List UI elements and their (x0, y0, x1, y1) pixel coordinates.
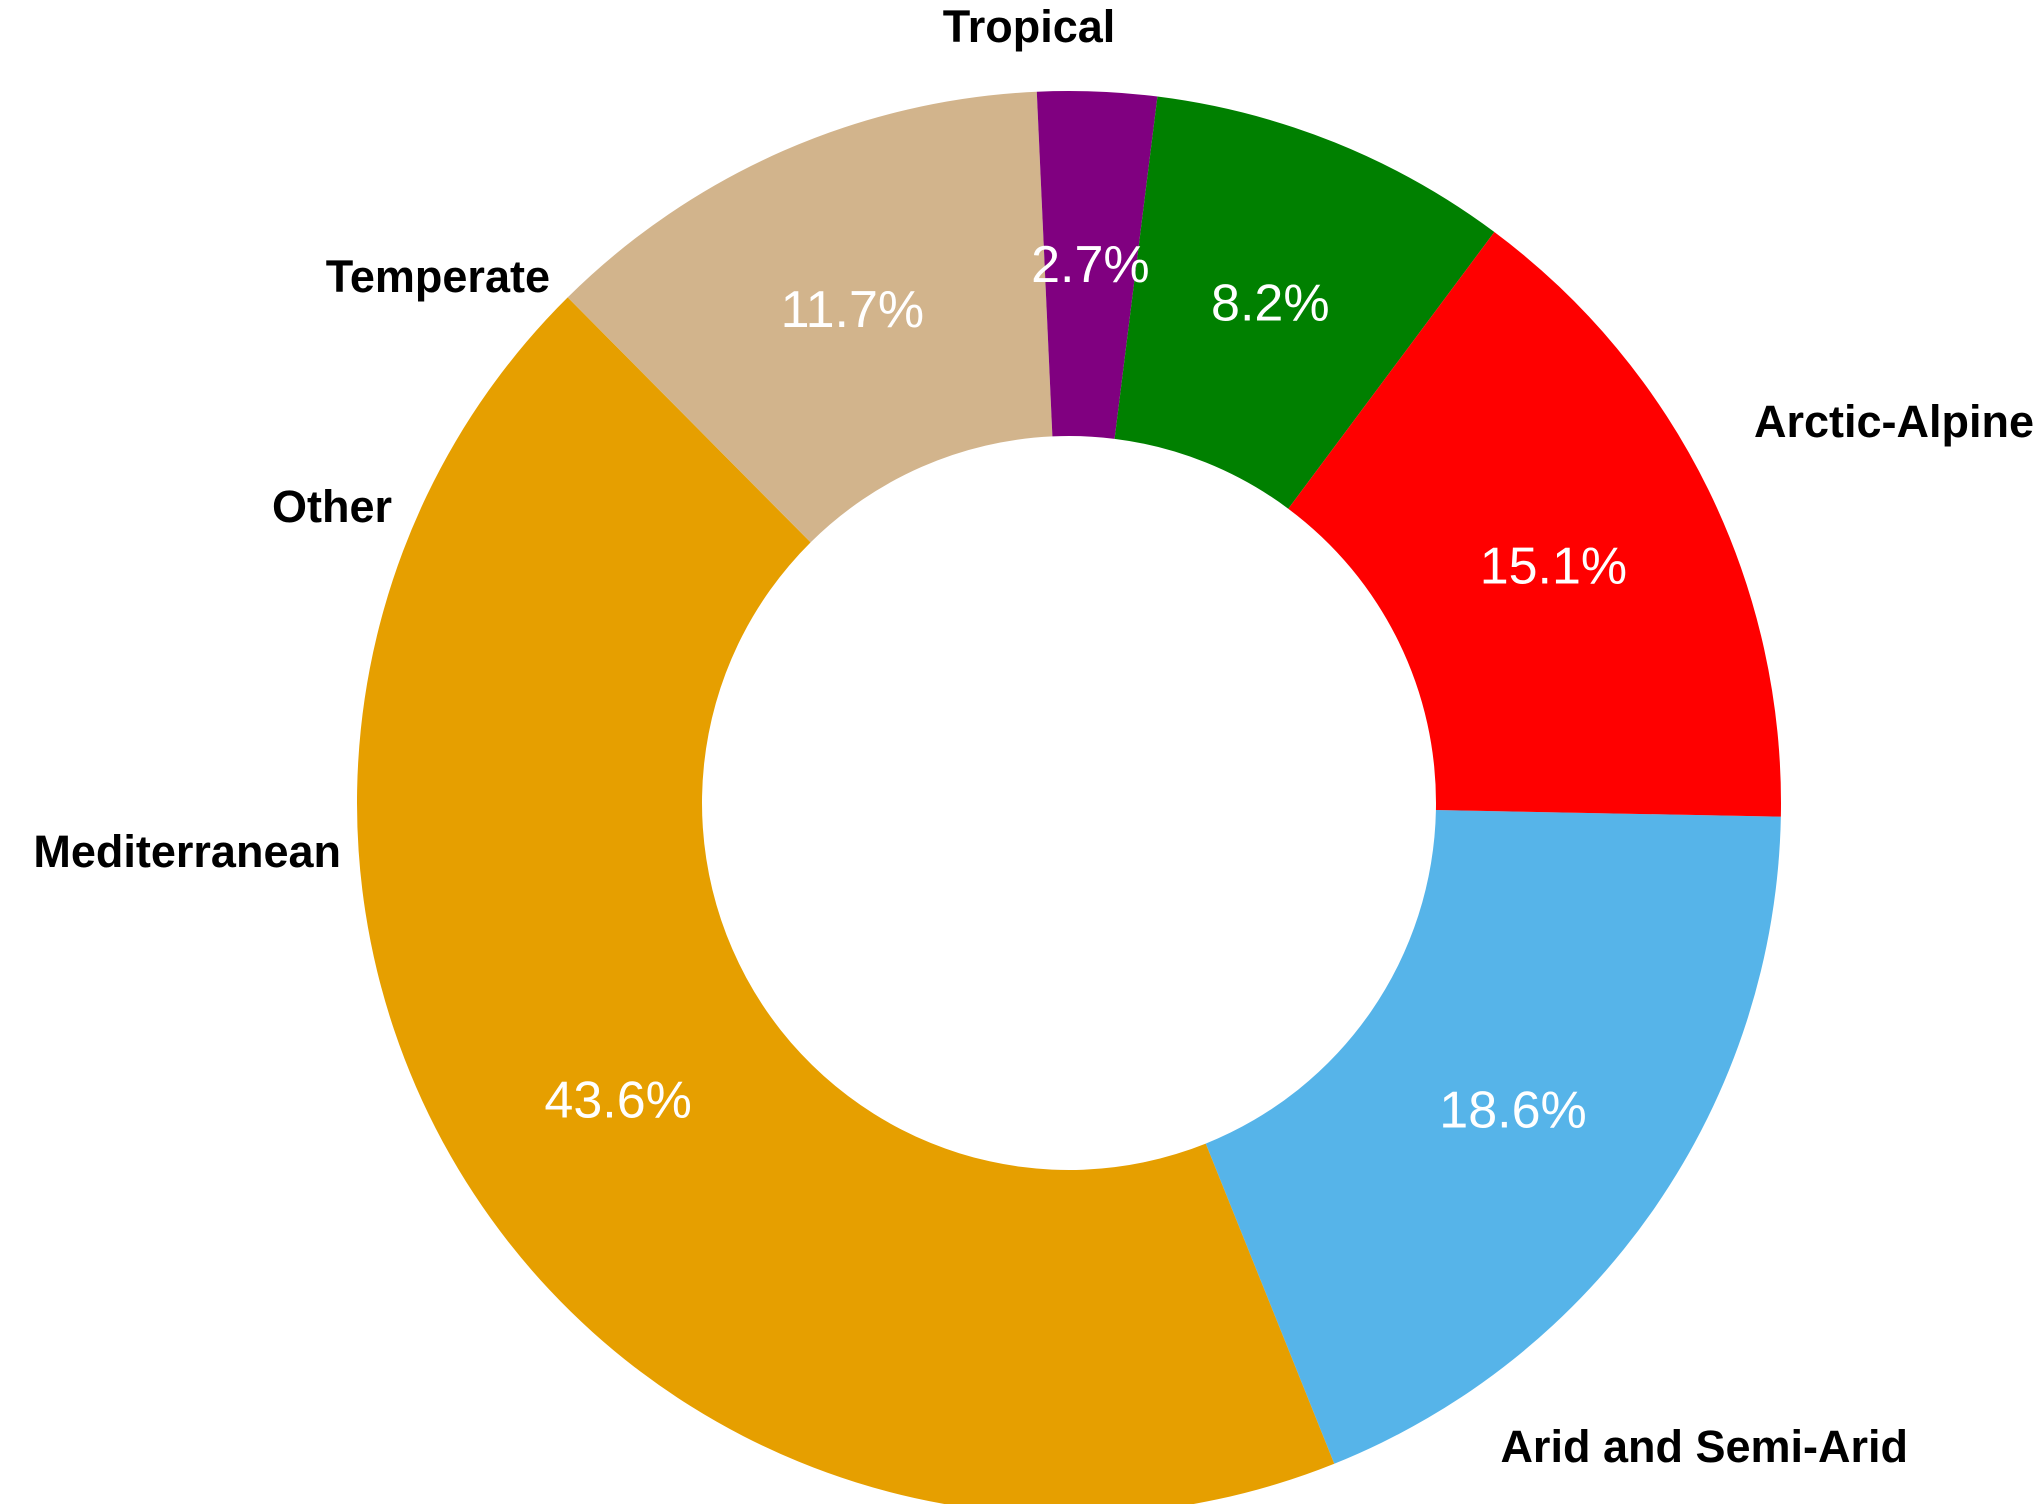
value-label-arid-and-semi-arid: 43.6% (544, 1071, 691, 1129)
value-label-mediterranean: 11.7% (781, 281, 925, 339)
category-label-tropical: Tropical (943, 1, 1116, 52)
slice-temperate (1114, 96, 1495, 509)
value-label-arctic-alpine: 18.6% (1439, 1081, 1586, 1139)
category-label-arctic-alpine: Arctic-Alpine (1754, 396, 2034, 447)
percentage-labels: 18.6% 43.6% 11.7% 2.7% 8.2% 15.1% (544, 236, 1627, 1140)
category-label-temperate: Temperate (326, 251, 550, 302)
chart-slices (357, 90, 1781, 1504)
slice-arid-and-semi-arid (357, 297, 1335, 1504)
value-label-tropical: 15.1% (1480, 538, 1627, 596)
slice-arctic-alpine (1205, 810, 1781, 1464)
value-label-temperate: 8.2% (1211, 274, 1330, 332)
slice-tropical (1288, 232, 1781, 817)
category-label-other: Other (272, 481, 392, 532)
category-labels: Arctic-Alpine Arid and Semi-Arid Mediterra… (33, 1, 2034, 1472)
category-label-arid-and-semi-arid: Arid and Semi-Arid (1500, 1421, 1908, 1472)
slice-other (1036, 90, 1158, 439)
category-label-mediterranean: Mediterranean (33, 826, 341, 877)
value-label-other: 2.7% (1031, 236, 1150, 294)
slice-mediterranean (567, 91, 1053, 543)
